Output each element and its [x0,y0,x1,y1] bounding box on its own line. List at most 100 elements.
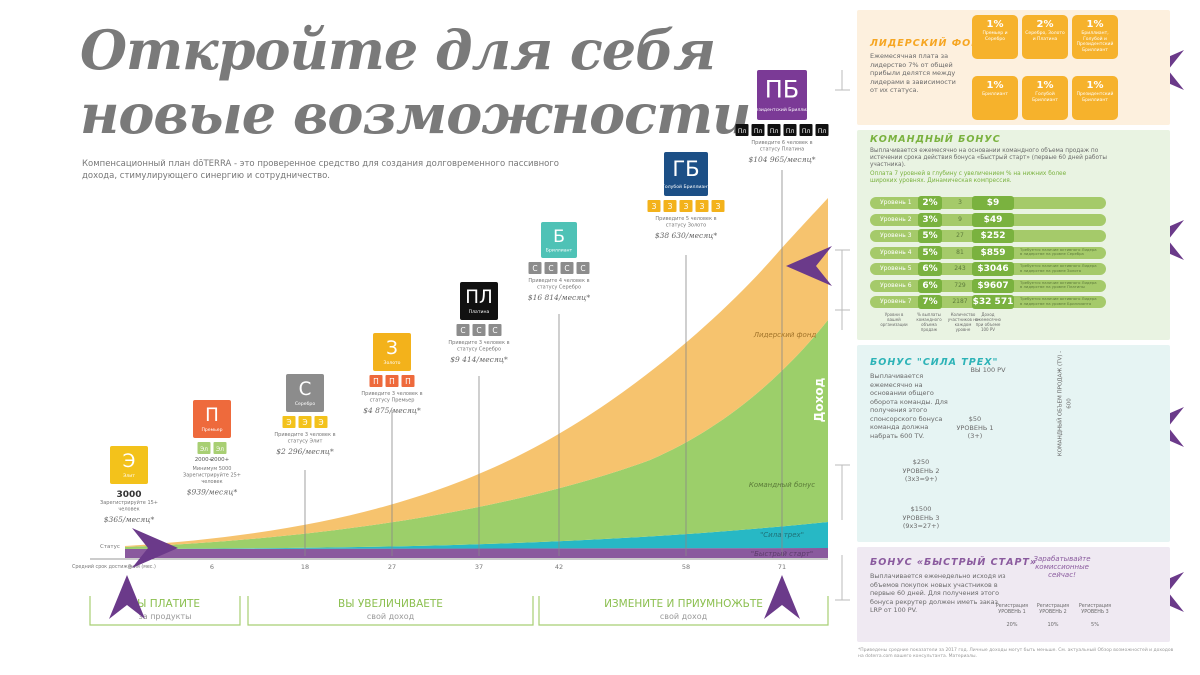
requirement-box-label: С [476,326,481,335]
status-axis-label: Статус [100,544,120,550]
band-label-team-bonus: Командный бонус [749,481,815,489]
rank-income: $38 630/месяц* [655,231,718,240]
team-level-percent: 5% [918,229,942,243]
time-axis-label: Средний срок достижения (мес.) [72,563,156,570]
team-level-row: Уровень 3 5% 27 $252 [870,229,1106,243]
requirement-box-label: З [716,202,721,211]
team-level-percent: 7% [918,295,942,309]
rank-requirement: Приведите 6 человек в [751,140,812,146]
requirement-box-label: Пл [770,128,779,135]
requirement-box-label: Э [318,418,323,427]
leader-fund-text: Ежемесячная плата за лидерство 7% от общ… [870,52,956,94]
rank-abbr: Б [553,227,565,247]
leader-share-rank: Бриллиант [982,92,1008,97]
requirement-box-label: С [564,264,569,273]
rank-abbr: С [299,379,312,400]
leader-share-pct: 1% [1086,19,1104,30]
rank-abbr: З [386,338,398,359]
month-tick: 42 [555,563,563,571]
team-level-count: 2187 [952,298,968,305]
requirement-box [679,200,693,212]
team-level-count: 81 [956,248,964,256]
pointer-arrow-month-start [109,575,145,619]
requirement-box-label: З [668,202,673,211]
leader-share-pct: 1% [986,80,1004,91]
leader-share-box: 2% Серебро, Золото и Платина [1022,15,1068,59]
rank-requirement: Минимум 5000 [193,466,232,472]
fast-start-level-pct: 5% [1091,622,1099,628]
rank-requirement: Приведите 3 человек в [448,340,509,346]
requirement-box [369,375,383,387]
requirement-box-label: С [532,264,537,273]
requirement-box-label: С [460,326,465,335]
rank-requirement: Зарегистрируйте 25+ [183,472,241,479]
requirement-box [711,200,725,212]
rank-requirement: человек [201,479,222,485]
headline: Откройте для себя новые возможности [80,18,751,146]
team-level-amount: $9607 [972,278,1014,293]
section-title: ВЫ УВЕЛИЧИВАЕТЕ [338,598,443,610]
team-bonus-title: КОМАНДНЫЙ БОНУС [870,134,1001,145]
requirement-box [385,375,399,387]
requirement-box [767,124,781,136]
requirement-box [298,416,312,428]
team-level-amount: $9 [972,196,1014,210]
power-of-three-level-1: $50 УРОВЕНЬ 1 (3+) [956,415,994,440]
requirement-box [735,124,749,136]
fast-start-panel [857,547,1170,642]
band-leader-fund [125,198,828,547]
requirement-box-label: Пл [738,128,747,135]
requirement-box [472,324,486,336]
fast-start-title: БОНУС «БЫСТРЫЙ СТАРТ» [870,557,1038,568]
fast-start-question: Зарабатывайте комиссионные сейчас! [1033,555,1091,579]
section-title: ВЫ ПЛАТИТЕ [130,598,200,610]
leader-share-rank: Президентский Бриллиант [1076,92,1114,103]
rank-name: Президентский Бриллиант [749,106,815,113]
rank-name: Платина [469,309,490,315]
requirement-box [488,324,502,336]
rank-income: $104 965/месяц* [748,155,815,164]
leader-share-rank: Премьер и Серебро [982,31,1008,42]
rank-income: $939/месяц* [187,488,238,497]
month-tick: 3 [128,563,132,571]
requirement-box-label: З [652,202,657,211]
team-level-row: Уровень 4 5% 81 $859 Требуется наличие актив… [870,245,1106,260]
team-bonus-footer-label: Уровни в вашей организации [880,312,908,327]
power-of-three-you: ВЫ 100 PV [970,366,1006,374]
requirement-box-label: Э [286,418,291,427]
leader-fund-title: ЛИДЕРСКИЙ ФОНД [870,38,990,49]
requirement-box [544,262,558,274]
requirement-box-label: Пл [786,128,795,135]
requirement-box [695,200,709,212]
requirement-box-label: З [700,202,705,211]
requirement-count: 2000+ [211,457,230,463]
rank-badge-bg [460,282,498,320]
rank-requirement: статусу Элит [288,439,323,445]
pointer-arrow-status [132,528,178,568]
requirement-box-label: С [548,264,553,273]
band-label-fast-start: "Быстрый старт" [751,550,813,558]
requirement-box-label: П [389,377,395,386]
team-level-count: 27 [956,232,964,239]
power-of-three-text: Выплачивается ежемесячно на основании об… [870,372,948,440]
section-bracket [89,596,241,626]
section-subtitle: свой доход [660,612,708,621]
rank-badge-bg [757,70,807,120]
team-level-percent: 6% [918,262,942,276]
team-level-count: 9 [958,215,962,223]
pointer-arrow-chart [786,246,832,286]
team-level-row: Уровень 1 2% 3 $9 [870,196,1106,210]
requirement-box [197,442,211,454]
section-bracket [538,596,829,626]
team-level-name: Уровень 2 [880,215,912,223]
leader-share-pct: 1% [986,19,1004,30]
rank-abbr: ПЛ [465,287,492,308]
team-level-percent: 5% [918,245,942,260]
requirement-box [815,124,829,136]
team-level-requirement: Требуется наличие активного Лидера в лид… [1020,263,1097,273]
team-level-name: Уровень 3 [880,232,912,239]
